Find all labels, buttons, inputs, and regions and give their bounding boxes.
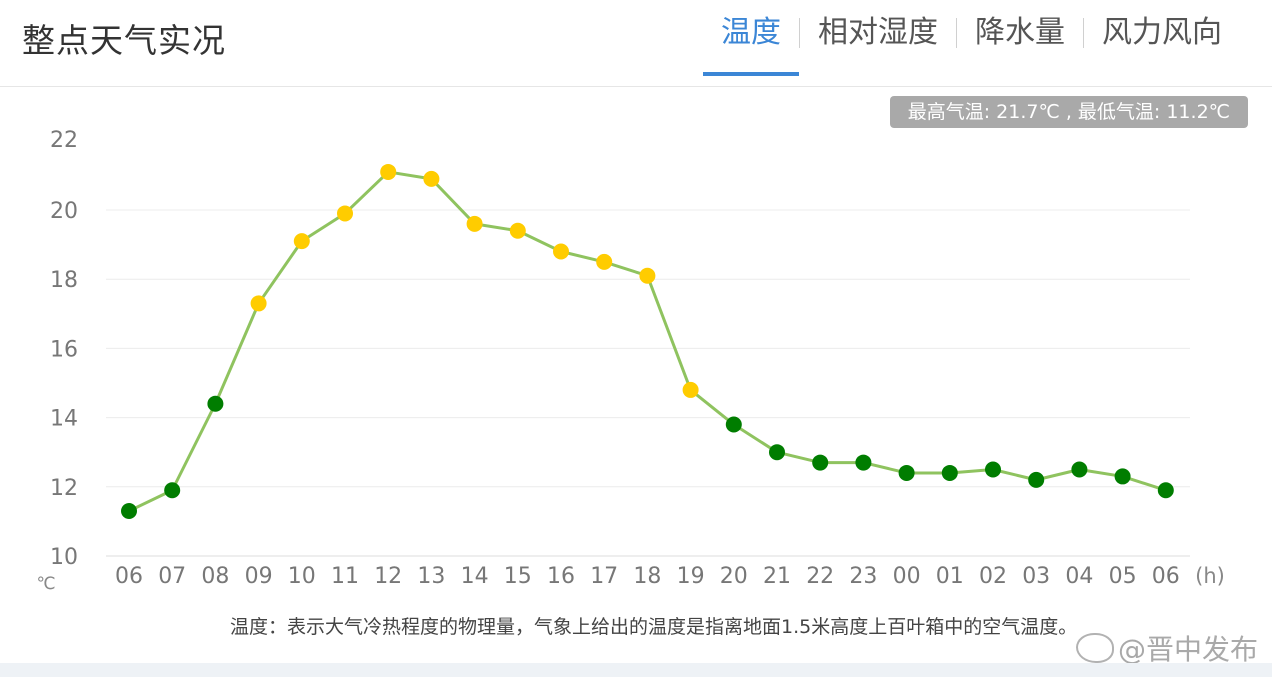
tab-divider [799,18,800,48]
x-tick-label: 18 [633,564,661,589]
temperature-series-line [128,170,1167,513]
temperature-data-point [639,267,656,284]
tab-wind[interactable]: 风力风向 [1102,15,1222,50]
temperature-data-point [596,253,613,270]
x-tick-label: 05 [1109,564,1137,589]
temperature-data-point [682,381,699,398]
x-unit-label: (h) [1195,564,1225,588]
x-tick-label: 11 [331,564,359,589]
temperature-data-point [121,503,137,520]
watermark: @晋中发布 [1075,628,1258,668]
temperature-data-point [855,454,872,471]
header-bar: 整点天气实况 温度 相对湿度 降水量 风力风向 [0,0,1272,87]
tab-divider [1083,18,1084,48]
tab-precipitation[interactable]: 降水量 [975,15,1065,50]
temperature-data-point [812,454,829,471]
temperature-data-point [898,464,915,481]
temperature-data-point [207,395,224,412]
x-tick-label: 13 [417,564,445,589]
x-tick-label: 10 [288,564,316,589]
temperature-data-point [1071,461,1088,478]
temperature-data-point [509,222,526,239]
y-tick-label: 16 [50,337,78,362]
temperature-data-point [725,416,742,433]
tab-divider [956,18,957,48]
temperature-data-point [423,170,440,187]
x-tick-label: 02 [979,564,1007,589]
y-tick-label: 10 [50,545,78,570]
x-tick-label: 06 [1152,564,1180,589]
x-tick-label: 19 [677,564,705,589]
y-tick-label: 20 [50,199,78,224]
x-tick-label: 21 [763,564,791,589]
temperature-data-point [164,482,181,499]
x-tick-label: 08 [201,564,229,589]
temperature-data-point [769,444,785,461]
x-tick-label: 16 [547,564,575,589]
temperature-data-point [985,461,1001,478]
temperature-definition-note: 温度：表示大气冷热程度的物理量，气象上给出的温度是指离地面1.5米高度上百叶箱中… [230,616,1078,638]
tab-bar: 温度 相对湿度 降水量 风力风向 [703,10,1240,76]
x-tick-label: 12 [374,564,402,589]
x-tick-label: 07 [158,564,186,589]
temperature-data-point [553,243,569,260]
y-tick-label: 12 [50,476,78,501]
temperature-summary-badge: 最高气温: 21.7℃ , 最低气温: 11.2℃ [889,96,1248,128]
x-tick-label: 03 [1022,564,1050,589]
y-unit-label: ℃ [36,574,55,594]
temperature-data-point [380,163,397,180]
temperature-data-point [941,464,958,481]
temperature-data-point [337,205,353,222]
temperature-data-point [250,295,267,312]
footer-strip [0,663,1272,677]
x-tick-label: 15 [504,564,532,589]
y-tick-label: 18 [50,268,78,293]
watermark-text: @晋中发布 [1117,633,1258,666]
y-tick-label: 14 [50,407,78,432]
x-tick-label: 22 [806,564,834,589]
temperature-data-point [466,215,483,232]
temperature-data-point [293,233,310,250]
weibo-logo-icon [1075,633,1114,663]
x-tick-label: 01 [936,564,964,589]
page-title: 整点天气实况 [22,21,226,60]
y-tick-label: 22 [50,128,78,153]
temperature-data-point [1114,468,1131,485]
x-tick-label: 06 [115,564,143,589]
tab-humidity[interactable]: 相对湿度 [818,15,938,50]
x-tick-label: 04 [1065,564,1093,589]
x-tick-label: 23 [849,564,877,589]
temperature-data-point [1028,471,1045,488]
x-tick-label: 20 [720,564,748,589]
x-tick-label: 00 [893,564,921,589]
temperature-data-point [1157,482,1174,499]
x-tick-label: 17 [590,564,618,589]
temperature-line-chart: 22 20 18 16 14 12 10 ℃ 06 07 08 09 10 11 12 13 14 15 16 17 1… [36,128,1225,594]
x-tick-label: 14 [461,564,489,589]
tab-temperature[interactable]: 温度 [703,10,799,76]
x-tick-label: 09 [245,564,273,589]
